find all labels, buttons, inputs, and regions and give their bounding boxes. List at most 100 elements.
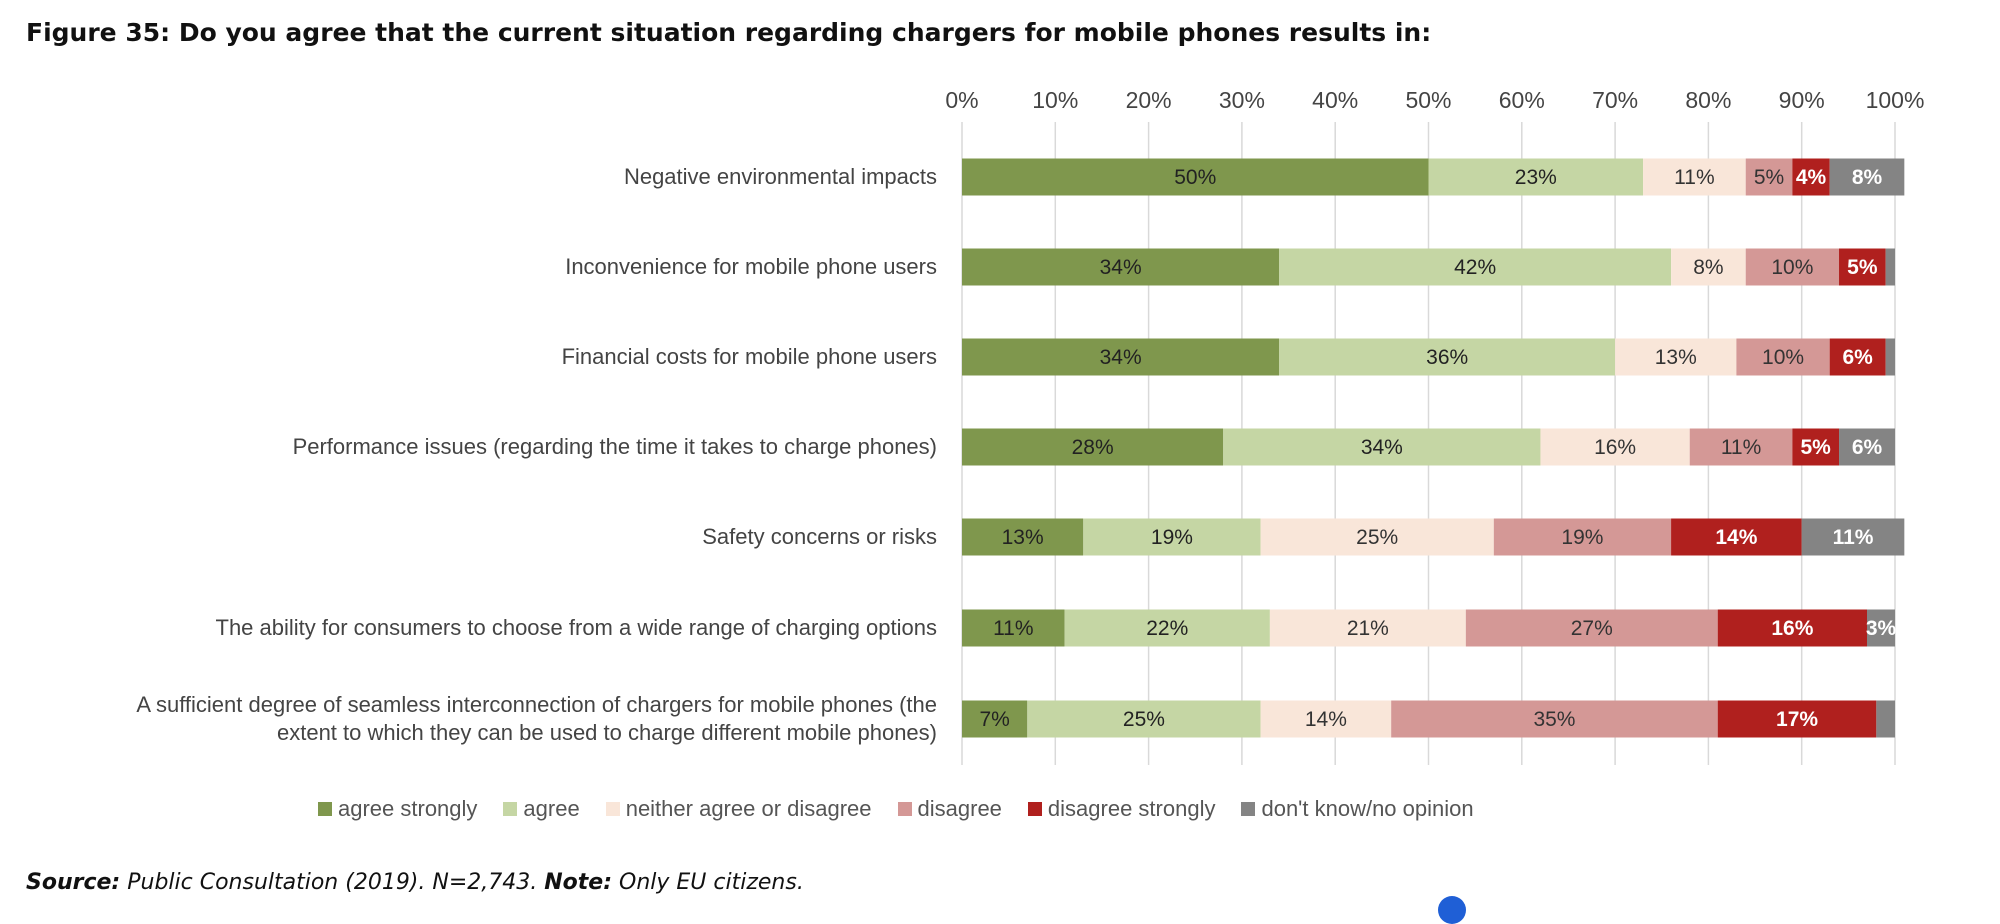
data-label: 5% <box>1754 166 1784 189</box>
data-label: 23% <box>1515 166 1557 189</box>
data-label: 14% <box>1715 526 1757 549</box>
data-label: 19% <box>1151 526 1193 549</box>
bar-segment <box>1745 158 1793 196</box>
bar-segment <box>1279 338 1616 376</box>
chart-title: Figure 35: Do you agree that the current… <box>26 18 1432 47</box>
data-label: 13% <box>1002 526 1044 549</box>
x-tick-label: 10% <box>1032 87 1078 113</box>
bar-segment <box>1083 518 1261 556</box>
bar-segment <box>1027 700 1261 738</box>
legend-label: don't know/no opinion <box>1261 796 1474 821</box>
data-label: 34% <box>1100 346 1142 369</box>
source-note: Source: Public Consultation (2019). N=2,… <box>26 870 804 895</box>
bar-segment <box>962 248 1280 286</box>
category-label: Performance issues (regarding the time i… <box>293 434 937 459</box>
legend-item: don't know/no opinion <box>1241 796 1474 822</box>
data-label: 6% <box>1852 436 1883 459</box>
category-label: extent to which they can be used to char… <box>277 720 937 745</box>
legend-label: disagree <box>917 796 1002 821</box>
bar-segment <box>1260 518 1494 556</box>
bar-segment <box>1829 338 1886 376</box>
bar-segment <box>962 428 1224 466</box>
x-tick-label: 60% <box>1499 87 1545 113</box>
x-tick-label: 90% <box>1779 87 1825 113</box>
bar-segment <box>962 158 1429 196</box>
data-label: 4% <box>1796 166 1827 189</box>
data-label: 11% <box>1721 436 1761 459</box>
x-tick-label: 40% <box>1312 87 1358 113</box>
category-label: Negative environmental impacts <box>624 164 937 189</box>
data-label: 22% <box>1146 617 1188 640</box>
bar-segment <box>1540 428 1690 466</box>
data-label: 19% <box>1561 526 1603 549</box>
data-label: 7% <box>979 708 1009 731</box>
bar-segment <box>1465 609 1718 647</box>
chart-legend: agree strongly agree neither agree or disa… <box>318 796 1474 822</box>
data-label: 50% <box>1174 166 1216 189</box>
bar-segment <box>1876 700 1895 738</box>
bar-segment <box>1689 428 1793 466</box>
bar-segment <box>1867 609 1895 647</box>
category-label: Financial costs for mobile phone users <box>562 344 937 369</box>
bar-segment <box>1223 428 1541 466</box>
data-label: 21% <box>1347 617 1389 640</box>
legend-item: agree <box>503 796 580 822</box>
legend-swatch <box>318 802 332 816</box>
bar-segment <box>1717 609 1868 647</box>
source-label: Source: <box>26 870 121 895</box>
legend-item: neither agree or disagree <box>605 796 872 822</box>
data-label: 25% <box>1123 708 1165 731</box>
data-label: 14% <box>1305 708 1347 731</box>
data-label: 34% <box>1361 436 1403 459</box>
legend-item: agree strongly <box>318 796 477 822</box>
data-label: 6% <box>1843 346 1874 369</box>
source-text: Public Consultation (2019). N=2,743. <box>120 870 545 895</box>
data-label: 36% <box>1426 346 1468 369</box>
bar-segment <box>1792 428 1840 466</box>
x-tick-label: 80% <box>1685 87 1731 113</box>
legend-label: neither agree or disagree <box>625 796 872 821</box>
category-label: Safety concerns or risks <box>702 524 937 549</box>
bar-segment <box>1829 158 1905 196</box>
bar-segment <box>1269 609 1466 647</box>
legend-label: disagree strongly <box>1047 796 1216 821</box>
data-label: 42% <box>1454 256 1496 279</box>
data-label: 5% <box>1801 436 1832 459</box>
cursor-indicator <box>1438 896 1466 924</box>
bar-segment <box>1493 518 1672 556</box>
data-label: 17% <box>1776 708 1818 731</box>
category-label: A sufficient degree of seamless intercon… <box>136 692 937 717</box>
legend-item: disagree <box>897 796 1002 822</box>
x-tick-label: 30% <box>1219 87 1265 113</box>
x-tick-label: 100% <box>1866 87 1925 113</box>
bar-segment <box>1885 248 1895 286</box>
x-tick-label: 0% <box>945 87 978 113</box>
bar-segment <box>962 609 1065 647</box>
bar-segment <box>962 518 1084 556</box>
note-label: Note: <box>544 870 613 895</box>
bar-segment <box>1064 609 1270 647</box>
bar-segment <box>1792 158 1830 196</box>
bar-segment <box>1279 248 1672 286</box>
data-label: 35% <box>1533 708 1575 731</box>
bar-segment <box>1428 158 1644 196</box>
bar-segment <box>1260 700 1392 738</box>
legend-swatch <box>1241 802 1256 816</box>
data-label: 28% <box>1072 436 1114 459</box>
data-label: 5% <box>1847 256 1878 279</box>
category-label: The ability for consumers to choose from… <box>216 615 938 640</box>
x-tick-label: 70% <box>1592 87 1638 113</box>
legend-swatch <box>605 802 620 816</box>
note-text: Only EU citizens. <box>612 870 804 895</box>
bar-segment <box>1839 428 1895 466</box>
bar-segment <box>962 700 1028 738</box>
x-tick-label: 20% <box>1126 87 1172 113</box>
legend-label: agree <box>523 796 580 821</box>
bar-segment <box>1643 158 1746 196</box>
legend-swatch <box>503 802 518 816</box>
data-label: 34% <box>1100 256 1142 279</box>
bar-segment <box>1671 518 1802 556</box>
data-label: 11% <box>993 617 1033 640</box>
bar-segment <box>1391 700 1718 738</box>
data-label: 27% <box>1571 617 1613 640</box>
